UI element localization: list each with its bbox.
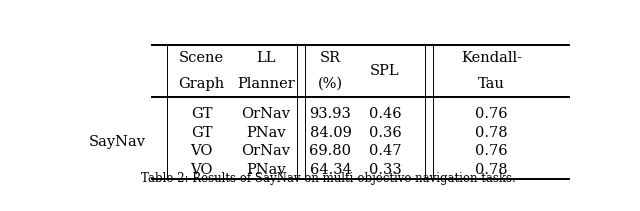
Text: VO: VO (190, 144, 212, 158)
Text: Graph: Graph (179, 77, 225, 91)
Text: SayNav: SayNav (89, 135, 146, 149)
Text: PNav: PNav (246, 126, 286, 139)
Text: 69.80: 69.80 (310, 144, 351, 158)
Text: 0.76: 0.76 (476, 107, 508, 121)
Text: GT: GT (191, 107, 212, 121)
Text: OrNav: OrNav (241, 144, 291, 158)
Text: 0.46: 0.46 (369, 107, 401, 121)
Text: GT: GT (191, 126, 212, 139)
Text: Scene: Scene (179, 51, 224, 65)
Text: 84.09: 84.09 (310, 126, 351, 139)
Text: 64.34: 64.34 (310, 163, 351, 177)
Text: Planner: Planner (237, 77, 295, 91)
Text: LL: LL (256, 51, 276, 65)
Text: Kendall-: Kendall- (461, 51, 522, 65)
Text: 0.47: 0.47 (369, 144, 401, 158)
Text: PNav: PNav (246, 163, 286, 177)
Text: SPL: SPL (370, 64, 400, 78)
Text: 0.78: 0.78 (476, 126, 508, 139)
Text: 93.93: 93.93 (310, 107, 351, 121)
Text: VO: VO (190, 163, 212, 177)
Text: 0.33: 0.33 (369, 163, 401, 177)
Text: 0.76: 0.76 (476, 144, 508, 158)
Text: (%): (%) (318, 77, 343, 91)
Text: 0.36: 0.36 (369, 126, 401, 139)
Text: OrNav: OrNav (241, 107, 291, 121)
Text: Tau: Tau (478, 77, 505, 91)
Text: Table 2: Results of SayNav on multi-objective navigation tasks.: Table 2: Results of SayNav on multi-obje… (141, 172, 515, 185)
Text: 0.78: 0.78 (476, 163, 508, 177)
Text: SR: SR (320, 51, 341, 65)
